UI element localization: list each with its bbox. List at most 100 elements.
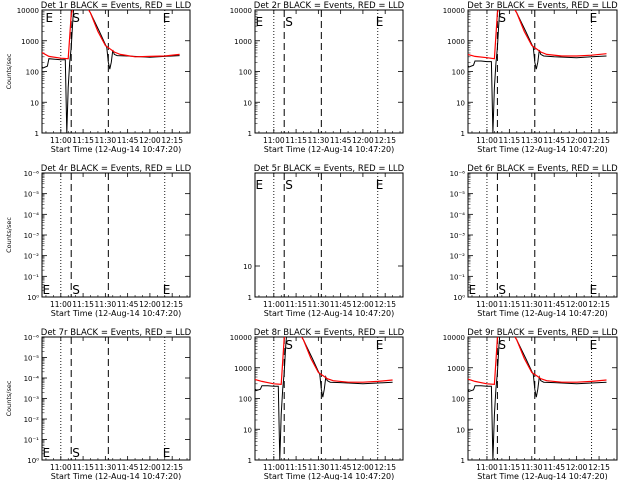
x-tick-label: 11:15	[499, 300, 521, 309]
event-marker-s: S	[498, 11, 506, 25]
y-tick-label: 1000	[447, 365, 465, 373]
x-tick-label: 11:00	[476, 136, 498, 145]
y-tick-label: 10	[243, 99, 252, 107]
y-tick-label: 10⁻⁶	[450, 170, 466, 178]
x-axis-label: Start Time (12-Aug-14 10:47:20)	[477, 472, 608, 480]
y-tick-label: 10	[243, 426, 252, 434]
x-tick-label: 12:15	[374, 463, 396, 472]
event-marker-e: E	[43, 283, 51, 297]
x-tick-label: 11:00	[476, 300, 498, 309]
x-tick-label: 12:15	[588, 300, 610, 309]
y-tick-label: 10⁻³	[24, 396, 40, 404]
panel-title: Det 3r BLACK = Events, RED = LLD	[467, 1, 618, 11]
y-tick-label: 10000	[230, 334, 252, 342]
x-tick-label: 12:00	[352, 300, 374, 309]
y-tick-label: 100	[239, 396, 252, 404]
x-tick-label: 12:00	[352, 463, 374, 472]
y-tick-label: 100	[239, 69, 252, 77]
event-marker-e: E	[163, 446, 171, 460]
x-axis-label: Start Time (12-Aug-14 10:47:20)	[264, 145, 395, 154]
panel-title: Det 9r BLACK = Events, RED = LLD	[467, 328, 618, 338]
x-tick-label: 11:45	[330, 463, 352, 472]
y-tick-label: 10⁻⁵	[24, 191, 40, 199]
event-marker-e: E	[45, 11, 53, 25]
y-tick-label: 10⁻⁶	[24, 334, 40, 342]
x-axis-label: Start Time (12-Aug-14 10:47:20)	[477, 145, 608, 154]
detector-panel-6: Det 6r BLACK = Events, RED = LLD Start Ti…	[450, 164, 619, 318]
y-tick-label: 1	[248, 130, 252, 138]
x-tick-label: 12:15	[374, 300, 396, 309]
x-tick-label: 11:15	[285, 136, 307, 145]
event-marker-e: E	[163, 283, 171, 297]
event-marker-e: E	[376, 178, 384, 192]
y-tick-label: 100	[452, 396, 465, 404]
y-tick-label: 10⁻²	[24, 253, 40, 261]
y-tick-label: 10	[456, 426, 465, 434]
x-axis-label: Start Time (12-Aug-14 10:47:20)	[477, 309, 608, 318]
event-marker-s: S	[498, 338, 506, 352]
x-tick-label: 11:00	[263, 463, 285, 472]
y-tick-label: 10⁻²	[450, 253, 466, 261]
y-tick-label: 10⁻¹	[450, 273, 466, 281]
event-marker-e: E	[256, 178, 264, 192]
detector-panel-8: Det 8r BLACK = Events, RED = LLD Start Ti…	[230, 328, 405, 480]
event-marker-s: S	[285, 15, 293, 29]
y-tick-label: 1000	[447, 38, 465, 46]
x-tick-label: 11:45	[543, 136, 565, 145]
x-tick-label: 11:15	[499, 463, 521, 472]
detector-panel-1: Det 1r BLACK = Events, RED = LLD Start Ti…	[5, 1, 192, 154]
events-series-line	[42, 10, 180, 133]
x-tick-label: 11:15	[72, 300, 94, 309]
y-tick-label: 1	[461, 457, 465, 465]
event-marker-e: E	[590, 338, 598, 352]
x-tick-label: 11:15	[72, 136, 94, 145]
x-tick-label: 11:30	[95, 300, 117, 309]
y-tick-label: 1000	[234, 38, 252, 46]
x-tick-label: 11:00	[476, 463, 498, 472]
x-tick-label: 11:15	[285, 300, 307, 309]
lld-series-line	[42, 10, 180, 60]
y-tick-label: 10⁻¹	[24, 273, 40, 281]
x-tick-label: 11:00	[50, 136, 72, 145]
panel-title: Det 8r BLACK = Events, RED = LLD	[254, 328, 405, 338]
y-tick-label: 10⁻¹	[24, 437, 40, 445]
x-tick-label: 12:15	[161, 463, 183, 472]
x-tick-label: 12:00	[139, 300, 161, 309]
x-tick-label: 11:45	[543, 300, 565, 309]
x-tick-label: 11:45	[543, 463, 565, 472]
event-marker-s: S	[72, 11, 80, 25]
y-tick-label: 10000	[230, 7, 252, 15]
panel-title: Det 1r BLACK = Events, RED = LLD	[41, 1, 192, 11]
x-tick-label: 12:15	[161, 136, 183, 145]
x-tick-label: 12:00	[566, 136, 588, 145]
x-tick-label: 11:30	[95, 463, 117, 472]
y-tick-label: 10⁻⁴	[24, 375, 40, 383]
panel-title: Det 6r BLACK = Events, RED = LLD	[467, 164, 618, 174]
x-tick-label: 11:00	[263, 136, 285, 145]
event-marker-e: E	[376, 338, 384, 352]
events-series-line	[468, 337, 607, 460]
y-tick-label: 10000	[443, 7, 465, 15]
y-tick-label: 10⁻⁵	[24, 355, 40, 363]
event-marker-e: E	[376, 15, 384, 29]
detector-panel-2: Det 2r BLACK = Events, RED = LLD Start Ti…	[230, 1, 405, 154]
panel-title: Det 5r BLACK = Events, RED = LLD	[254, 164, 405, 174]
lld-series-line	[255, 337, 393, 385]
plot-frame	[254, 172, 404, 298]
event-marker-s: S	[285, 338, 293, 352]
x-tick-label: 11:45	[330, 136, 352, 145]
y-tick-label: 10⁻³	[450, 232, 466, 240]
event-marker-e: E	[469, 283, 477, 297]
x-tick-label: 12:00	[139, 136, 161, 145]
y-tick-label: 10⁻⁵	[450, 191, 466, 199]
y-tick-label: 1000	[234, 365, 252, 373]
x-tick-label: 11:00	[50, 300, 72, 309]
event-marker-s: S	[498, 283, 506, 297]
x-tick-label: 11:15	[499, 136, 521, 145]
x-tick-label: 11:30	[521, 300, 543, 309]
y-tick-label: 100	[452, 69, 465, 77]
y-tick-label: 10	[456, 99, 465, 107]
x-tick-label: 11:00	[263, 300, 285, 309]
x-tick-label: 11:45	[330, 300, 352, 309]
x-axis-label: Start Time (12-Aug-14 10:47:20)	[51, 472, 182, 480]
